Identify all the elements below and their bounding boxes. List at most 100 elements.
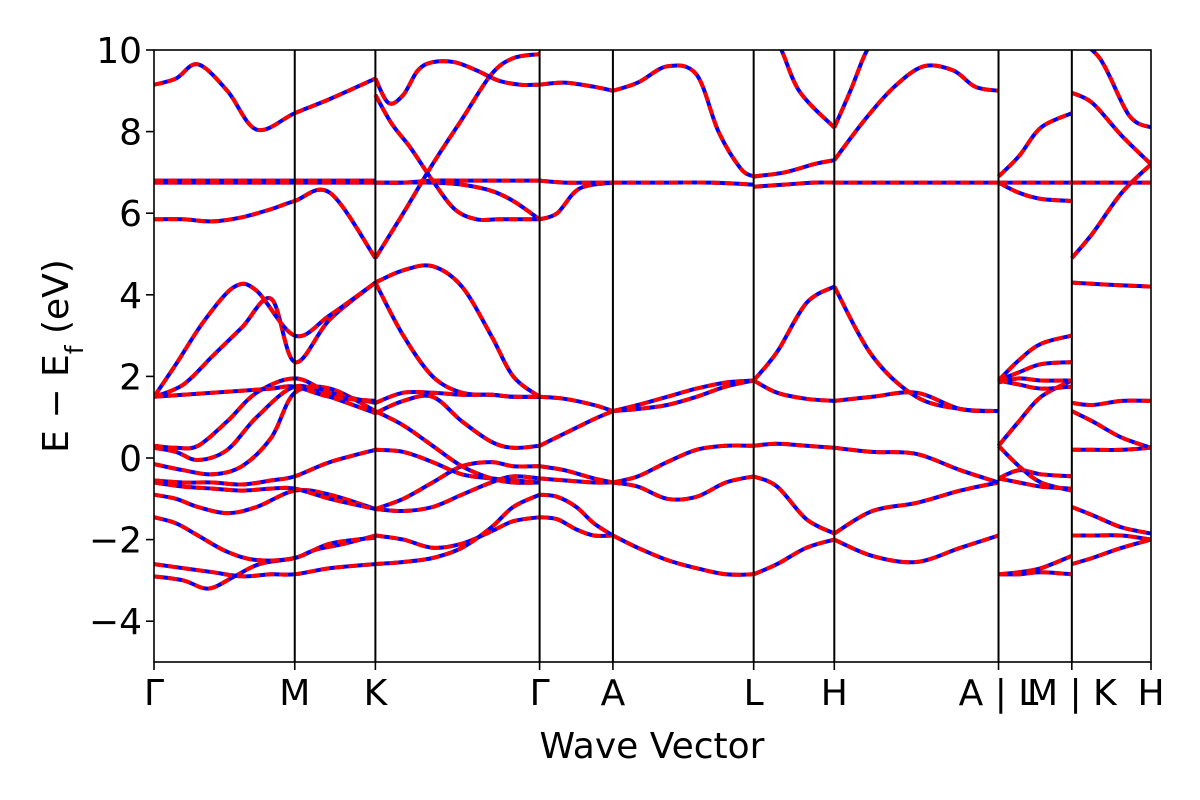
x-tick-label-3: Γ (530, 673, 550, 714)
band-73-solid (997, 180, 1072, 203)
x-tick-label-6: H (821, 673, 848, 714)
band-51-dashed (752, 284, 836, 382)
band-9-dashed (154, 384, 376, 403)
band-38-solid (539, 178, 613, 185)
band-71-dashed (997, 360, 1072, 383)
band-77-solid (1071, 533, 1151, 542)
band-53-solid (753, 158, 835, 179)
band-16-dashed (375, 515, 540, 550)
x-tick-label-1: M (279, 673, 310, 714)
band-15-solid (154, 62, 377, 133)
band-72-solid (997, 333, 1073, 382)
band-82-solid (1071, 280, 1151, 289)
band-18-dashed (375, 474, 540, 514)
band-64-dashed (998, 554, 1073, 577)
band-77-dashed (1071, 533, 1151, 542)
band-68-solid (996, 378, 1073, 448)
band-27-dashed (375, 180, 541, 221)
band-81-dashed (1071, 398, 1151, 408)
band-34-solid (539, 464, 614, 485)
band-23-dashed (374, 389, 540, 405)
band-10-dashed (154, 281, 377, 399)
band-82-dashed (1071, 280, 1151, 289)
y-tick-label-2: 0 (119, 439, 142, 480)
band-31-dashed (539, 515, 613, 538)
band-47-dashed (752, 537, 835, 577)
band-85-dashed (1070, 90, 1151, 166)
band-12-solid (154, 187, 378, 260)
band-57-dashed (834, 445, 1000, 485)
band-22-dashed (374, 393, 540, 450)
band-68-dashed (996, 378, 1073, 448)
band-3-dashed (154, 487, 377, 516)
band-21-dashed (374, 409, 540, 485)
band-30-solid (373, 59, 540, 106)
band-2-solid (154, 515, 376, 563)
y-tick-label-4: 4 (119, 276, 142, 317)
band-73-dashed (997, 180, 1072, 203)
band-76-dashed (1071, 537, 1151, 567)
band-35-solid (538, 409, 614, 448)
band-50-dashed (752, 378, 835, 403)
band-32-dashed (539, 492, 614, 538)
x-tick-label-4: A (601, 673, 626, 714)
band-5-dashed (154, 447, 376, 487)
band-25-dashed (374, 263, 541, 399)
band-29-dashed (373, 93, 540, 223)
band-62-dashed (832, 50, 870, 129)
y-tick-label-0: −4 (89, 602, 142, 643)
band-11-dashed (154, 280, 377, 398)
band-40-dashed (612, 533, 754, 577)
band-55-dashed (833, 533, 1000, 565)
band-39-solid (539, 80, 614, 93)
y-tick-label-3: 2 (119, 357, 142, 398)
band-0-dashed (154, 533, 376, 591)
band-35-dashed (538, 409, 614, 448)
band-80-dashed (1070, 409, 1151, 450)
band-19-dashed (374, 460, 540, 511)
y-tick-label-7: 10 (96, 31, 142, 72)
band-49-solid (753, 441, 835, 450)
x-tick-label-7: A | L (959, 673, 1039, 714)
band-2-dashed (154, 515, 376, 563)
band-54-solid (779, 50, 836, 129)
band-45-dashed (612, 180, 754, 187)
band-72-dashed (997, 333, 1073, 382)
band-37-dashed (538, 180, 614, 222)
band-44-dashed (612, 378, 754, 414)
x-tick-label-0: Γ (144, 673, 164, 714)
x-tick-label-5: L (744, 673, 764, 714)
band-1-dashed (154, 562, 376, 579)
band-78-dashed (1071, 505, 1151, 536)
band-30-dashed (373, 59, 540, 106)
band-4-dashed (154, 480, 376, 511)
band-86-dashed (1088, 50, 1151, 130)
k-point-lines (293, 50, 1073, 662)
band-26-dashed (373, 52, 540, 260)
band-8-dashed (154, 376, 376, 451)
band-36-solid (539, 394, 614, 414)
band-43-dashed (612, 378, 755, 414)
band-24-dashed (373, 281, 540, 399)
band-56-dashed (833, 480, 999, 536)
band-61-solid (832, 63, 999, 162)
y-tick-label-6: 8 (119, 113, 142, 154)
band-40-solid (612, 533, 754, 577)
band-69-dashed (998, 378, 1072, 391)
band-12-dashed (154, 187, 378, 260)
band-48-dashed (752, 474, 836, 536)
band-57-solid (834, 445, 1000, 485)
band-52-solid (753, 180, 835, 189)
y-tick-label-1: −2 (89, 521, 142, 562)
band-41-dashed (612, 474, 755, 502)
band-70-dashed (998, 376, 1072, 385)
band-28-dashed (375, 178, 540, 185)
band-lines (154, 50, 1151, 591)
plot-frame (153, 49, 1152, 663)
x-tick-label-9: H (1137, 673, 1164, 714)
band-46-dashed (612, 63, 755, 179)
x-axis-ticks: Γ M K Γ A L H A | LM | K H (144, 662, 1165, 714)
band-79-solid (1071, 445, 1151, 452)
band-56-solid (833, 480, 999, 536)
